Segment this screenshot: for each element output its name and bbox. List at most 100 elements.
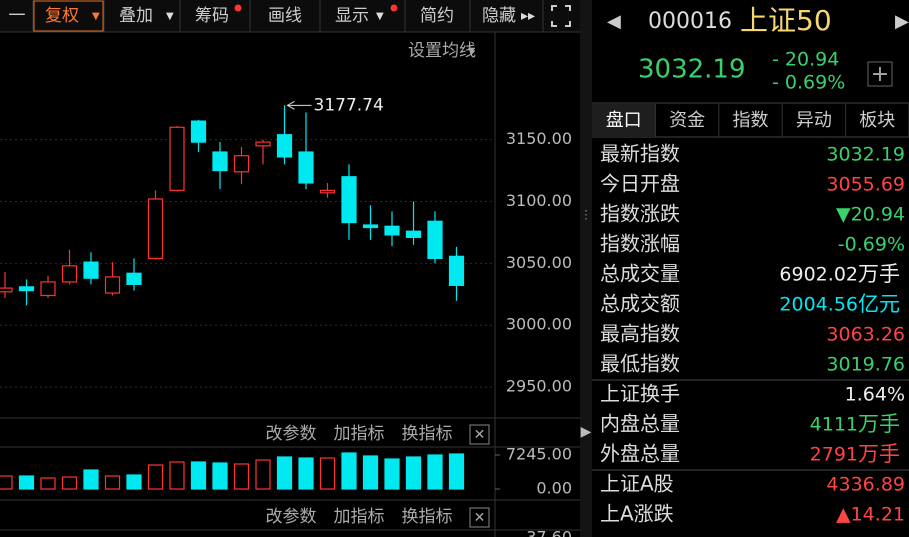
- candle-body: [0, 287, 13, 293]
- y-tick-label: 3050.00: [506, 253, 572, 272]
- row-label: 上A涨跌: [600, 502, 674, 526]
- candle-body: [298, 151, 314, 184]
- plus-icon: +: [871, 62, 889, 87]
- volume-bar: [104, 475, 121, 490]
- row-label: 指数涨跌: [600, 202, 680, 226]
- candle-body: [61, 265, 78, 283]
- volume-bar: [276, 456, 293, 490]
- row-value: 4336.89: [826, 474, 905, 496]
- draw-button[interactable]: 画线: [268, 6, 302, 26]
- add-indicator-button[interactable]: 加指标: [334, 424, 385, 444]
- close-icon: ✕: [474, 510, 486, 526]
- splitter[interactable]: [580, 0, 592, 537]
- chips-button[interactable]: 筹码: [195, 6, 229, 26]
- switch-indicator-button[interactable]: 换指标: [402, 424, 453, 444]
- menu-button[interactable]: 一: [9, 6, 26, 26]
- volume-bar: [448, 453, 465, 490]
- splitter-arrow[interactable]: ▶: [581, 424, 592, 440]
- tab[interactable]: 资金: [669, 110, 705, 131]
- row-label: 总成交量: [600, 262, 680, 286]
- row-value: ▼20.94: [836, 204, 905, 226]
- volume-bar: [341, 452, 357, 490]
- row-value: 1.64%: [845, 384, 905, 406]
- close-button[interactable]: [469, 507, 490, 528]
- candle-body: [40, 281, 56, 297]
- switch-indicator-button[interactable]: 换指标: [402, 507, 453, 527]
- row-value: 3019.76: [826, 354, 905, 376]
- row-value: 3055.69: [826, 174, 905, 196]
- candle-body: [18, 286, 35, 292]
- candle-body: [341, 176, 357, 224]
- row-value: 2791: [810, 444, 858, 466]
- indicator-tick: 37.60: [526, 528, 572, 537]
- tab[interactable]: 异动: [796, 110, 832, 131]
- add-button[interactable]: [867, 61, 893, 87]
- add-indicator-button[interactable]: 加指标: [334, 507, 385, 527]
- y-tick-label: 3150.00: [506, 129, 572, 148]
- candle-body: [427, 220, 443, 260]
- candle-body: [83, 261, 99, 279]
- volume-bar: [0, 475, 13, 490]
- row-unit: 万手: [858, 442, 900, 466]
- ma-settings[interactable]: 设置均线: [408, 41, 476, 61]
- last-price: 3032.19: [638, 55, 746, 85]
- row-label: 指数涨幅: [600, 232, 680, 256]
- candle-body: [233, 155, 250, 173]
- toolbar: [0, 0, 580, 32]
- close-button[interactable]: [469, 424, 490, 445]
- quote-panel: ◀ ▶ 000016 上证50 3032.19 - 20.94 - 0.69% …: [592, 4, 909, 526]
- y-tick-label: 3000.00: [506, 315, 572, 334]
- next-arrow[interactable]: ▶: [895, 11, 909, 32]
- row-label: 今日开盘: [600, 172, 680, 196]
- volume-bar: [233, 463, 250, 490]
- y-tick-label: 0.00: [536, 479, 572, 498]
- dropdown-arrow: ▼: [376, 11, 384, 22]
- volume-bar: [40, 477, 56, 490]
- row-value: 2004.56: [779, 294, 858, 316]
- percent-change: - 0.69%: [772, 72, 845, 94]
- candle-body: [169, 126, 185, 191]
- volume-bar: [83, 469, 99, 490]
- param-button[interactable]: 改参数: [266, 424, 317, 444]
- row-label: 上证A股: [600, 472, 674, 496]
- stock-name: 上证50: [740, 4, 832, 37]
- overlay-button[interactable]: 叠加: [119, 6, 153, 26]
- display-button[interactable]: 显示: [335, 6, 369, 26]
- close-icon: ✕: [474, 427, 486, 443]
- row-label: 内盘总量: [600, 412, 680, 436]
- row-value: 4111: [810, 414, 858, 436]
- prev-arrow[interactable]: ◀: [607, 11, 621, 32]
- candle-body: [255, 141, 271, 147]
- volume-bar: [169, 461, 185, 490]
- red-dot: [234, 4, 242, 12]
- annotation-arrowhead: [286, 100, 295, 110]
- y-tick-label: 2950.00: [506, 377, 572, 396]
- hide-button[interactable]: 隐藏: [482, 6, 516, 26]
- param-button[interactable]: 改参数: [266, 507, 317, 527]
- tab[interactable]: 盘口: [606, 110, 642, 131]
- dropdown-arrow: ▼: [468, 47, 475, 57]
- simple-button[interactable]: 简约: [420, 6, 454, 26]
- candle-body: [276, 134, 293, 158]
- fullscreen-icon[interactable]: [551, 5, 571, 27]
- candle-body: [384, 225, 400, 236]
- red-dot: [390, 4, 398, 12]
- tab[interactable]: 板块: [859, 110, 895, 131]
- candle-body: [362, 224, 379, 229]
- expand-icon[interactable]: ▸▸: [521, 8, 535, 24]
- candle-body: [212, 151, 228, 172]
- candle-body: [104, 276, 121, 294]
- candle-body: [448, 255, 465, 286]
- volume-bar: [126, 474, 142, 490]
- tab-selected: [592, 104, 655, 137]
- dropdown-arrow: ▼: [92, 11, 100, 22]
- row-unit: 亿元: [858, 292, 900, 316]
- volume-bar: [190, 461, 207, 490]
- candle-body: [319, 189, 336, 194]
- row-label: 最低指数: [600, 352, 680, 376]
- splitter-grip: ⋮: [580, 208, 592, 222]
- candle-body: [405, 230, 422, 238]
- fuquan-button[interactable]: 复权: [45, 6, 79, 26]
- tab[interactable]: 指数: [733, 110, 769, 131]
